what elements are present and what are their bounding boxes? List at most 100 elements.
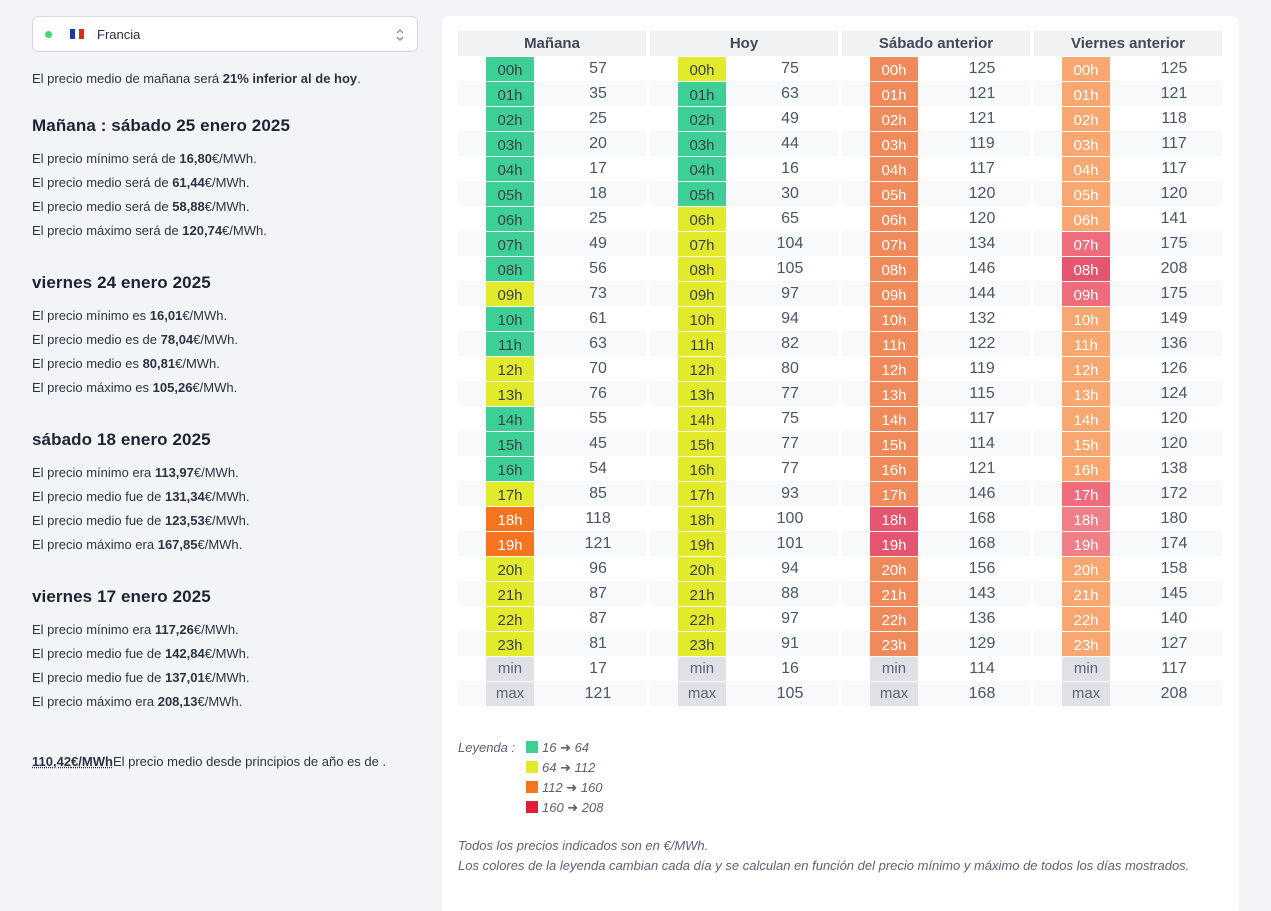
day-stat-value: 61,44 [172,175,205,190]
price-value: 136 [968,609,996,627]
table-row: 20h 156 [842,556,1030,581]
price-column: Viernes anterior 00h 125 01h 121 02h 118 03h 117… [1034,31,1222,706]
hour-label: 11h [486,332,534,356]
table-row: 12h 80 [650,356,838,381]
table-row: 19h 101 [650,531,838,556]
table-row: 00h 125 [842,56,1030,81]
price-value: 75 [781,59,799,77]
day-stat-line: El precio medio será de 61,44€/MWh. [32,175,250,190]
hour-label: 14h [1062,407,1110,431]
hour-label: 13h [870,382,918,406]
table-row: 20h 94 [650,556,838,581]
price-value: 85 [589,484,607,502]
table-row: 22h 136 [842,606,1030,631]
hour-label: 14h [870,407,918,431]
hour-label: 13h [1062,382,1110,406]
table-row: 06h 141 [1034,206,1222,231]
table-row: 08h 146 [842,256,1030,281]
legend-title: Leyenda : [458,740,516,755]
price-value: 168 [968,684,996,702]
price-value: 16 [781,159,799,177]
day-stat-value: 131,34 [164,489,205,504]
table-row: 02h 49 [650,106,838,131]
table-row: 20h 158 [1034,556,1222,581]
hour-label: 05h [486,182,534,206]
price-value: 121 [584,534,612,552]
day-stat-value: 16,80 [179,151,212,166]
day-stat-value: 105,26 [152,380,193,395]
hour-label: 04h [1062,157,1110,181]
price-value: 80 [781,359,799,377]
hour-label: 06h [870,207,918,231]
table-row: 13h 77 [650,381,838,406]
legend-item: 112 ➜ 160 [526,778,604,798]
legend-range: 160 ➜ 208 [542,800,604,815]
table-row: 03h 117 [1034,131,1222,156]
day-stat-line: El precio medio fue de 123,53€/MWh. [32,513,250,528]
price-value: 54 [589,459,607,477]
price-value: 119 [969,359,995,377]
hour-label: 12h [1062,357,1110,381]
hour-label: 04h [486,157,534,181]
table-row: 11h 63 [458,331,646,356]
hour-label: 18h [678,507,726,531]
price-value: 87 [589,584,607,602]
price-value: 138 [1160,459,1188,477]
table-row: 05h 120 [842,181,1030,206]
price-value: 94 [781,309,799,327]
price-value: 91 [781,634,799,652]
table-row: 15h 114 [842,431,1030,456]
stat-label: max [870,682,918,706]
day-title: sábado 18 enero 2025 [32,430,211,449]
price-value: 20 [589,134,607,152]
table-row: 05h 18 [458,181,646,206]
price-value: 208 [1160,684,1188,702]
hour-label: 19h [486,532,534,556]
table-row: 10h 149 [1034,306,1222,331]
day-stat-line: El precio máximo era 167,85€/MWh. [32,537,243,552]
hour-label: 10h [1062,307,1110,331]
price-value: 77 [781,459,799,477]
price-value: 172 [1160,484,1188,502]
table-row: 18h 168 [842,506,1030,531]
price-value: 105 [776,684,804,702]
country-select[interactable]: Francia [32,16,418,52]
hour-label: 08h [870,257,918,281]
table-row: 18h 100 [650,506,838,531]
hour-label: 10h [870,307,918,331]
price-value: 121 [584,684,612,702]
price-value: 168 [968,509,996,527]
table-row: 11h 122 [842,331,1030,356]
day-stat-value: 123,53 [164,513,205,528]
hour-label: 05h [678,182,726,206]
table-row: 23h 91 [650,631,838,656]
day-stat-value: 208,13 [157,694,198,709]
hour-label: 17h [678,482,726,506]
day-stat-line: El precio mínimo era 117,26€/MWh. [32,622,239,637]
day-stat-value: 137,01 [164,670,205,685]
hour-label: 09h [678,282,726,306]
price-column: Sábado anterior 00h 125 01h 121 02h 121 03h 119 0… [842,31,1030,706]
table-row: max 121 [458,681,646,706]
price-value: 16 [781,659,799,677]
table-row: 17h 85 [458,481,646,506]
price-value: 55 [589,409,607,427]
table-row: max 168 [842,681,1030,706]
hour-label: 15h [870,432,918,456]
hour-label: 11h [678,332,726,356]
day-stat-line: El precio mínimo era 113,97€/MWh. [32,465,239,480]
hour-label: 01h [1062,82,1110,106]
price-value: 136 [1160,334,1188,352]
price-value: 87 [589,609,607,627]
legend-item: 16 ➜ 64 [526,738,604,758]
hour-label: 02h [870,107,918,131]
hour-label: 03h [870,132,918,156]
footnotes: Todos los precios indicados son en €/MWh… [458,836,1198,876]
price-value: 63 [781,84,799,102]
legend-range: 16 ➜ 64 [542,740,590,755]
hour-label: 19h [870,532,918,556]
price-value: 56 [589,259,607,277]
table-row: max 208 [1034,681,1222,706]
price-value: 120 [968,209,996,227]
price-value: 125 [1160,59,1188,77]
